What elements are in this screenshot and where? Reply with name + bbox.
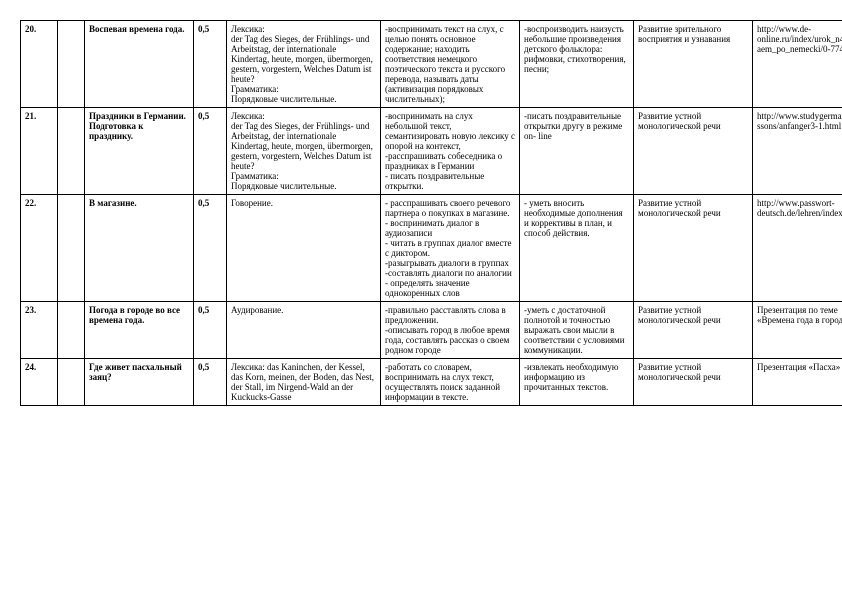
activity1-cell: -воспринимать текст на слух, с целью пон… [381,21,520,108]
empty-cell [58,302,85,359]
link-cell: Презентация «Пасха» [753,359,842,406]
table-row: 22. В магазине.0,5Говорение.- расспрашива… [21,195,842,302]
activity1-cell: -работать со словарем, воспринимать на с… [381,359,520,406]
link-cell: http://www.de-online.ru/index/urok_n4_sc… [753,21,842,108]
topic-cell: Праздники в Германии. Подготовка к празд… [85,108,194,195]
link-cell: http://www.passwort-deutsch.de/lehren/in… [753,195,842,302]
activity2-cell: -воспроизводить наизусть небольшие произ… [520,21,634,108]
lexicon-cell: Говорение. [227,195,381,302]
development-cell: Развитие зрительного восприятия и узнава… [634,21,753,108]
table-row: 21. Праздники в Германии. Подготовка к пр… [21,108,842,195]
lexicon-cell: Лексика: der Tag des Sieges, der Frühlin… [227,108,381,195]
row-number: 22. [21,195,58,302]
development-cell: Развитие устной монологической речи [634,195,753,302]
topic-cell: Где живет пасхальный заяц? [85,359,194,406]
development-cell: Развитие устной монологической речи [634,302,753,359]
hours-cell: 0,5 [194,302,227,359]
row-number: 23. [21,302,58,359]
lexicon-cell: Лексика: das Kaninchen, der Kessel, das … [227,359,381,406]
table-row: 24. Где живет пасхальный заяц?0,5Лексика:… [21,359,842,406]
topic-cell: Погода в городе во все времена года. [85,302,194,359]
activity1-cell: -правильно расставлять слова в предложен… [381,302,520,359]
topic-cell: В магазине. [85,195,194,302]
empty-cell [58,108,85,195]
empty-cell [58,359,85,406]
activity2-cell: -уметь с достаточной полнотой и точность… [520,302,634,359]
hours-cell: 0,5 [194,21,227,108]
row-number: 21. [21,108,58,195]
activity1-cell: -воспринимать на слух небольшой текст, с… [381,108,520,195]
link-cell: Презентация по теме «Времена года в горо… [753,302,842,359]
hours-cell: 0,5 [194,195,227,302]
row-number: 20. [21,21,58,108]
activity1-cell: - расспрашивать своего речевого партнера… [381,195,520,302]
development-cell: Развитие устной монологической речи [634,359,753,406]
lexicon-cell: Лексика: der Tag des Sieges, der Frühlin… [227,21,381,108]
lexicon-cell: Аудирование. [227,302,381,359]
empty-cell [58,21,85,108]
table-row: 23. Погода в городе во все времена года.0… [21,302,842,359]
development-cell: Развитие устной монологической речи [634,108,753,195]
hours-cell: 0,5 [194,108,227,195]
curriculum-table: 20.Воспевая времена года.0,5Лексика: der… [20,20,842,406]
activity2-cell: - уметь вносить необходимые дополнения и… [520,195,634,302]
activity2-cell: -извлекать необходимую информацию из про… [520,359,634,406]
hours-cell: 0,5 [194,359,227,406]
link-cell: http://www.studygerman.ru/lessons/anfang… [753,108,842,195]
topic-cell: Воспевая времена года. [85,21,194,108]
row-number: 24. [21,359,58,406]
activity2-cell: -писать поздравительные открытки другу в… [520,108,634,195]
empty-cell [58,195,85,302]
table-row: 20. Воспевая времена года.0,5Лексика: der… [21,21,842,108]
